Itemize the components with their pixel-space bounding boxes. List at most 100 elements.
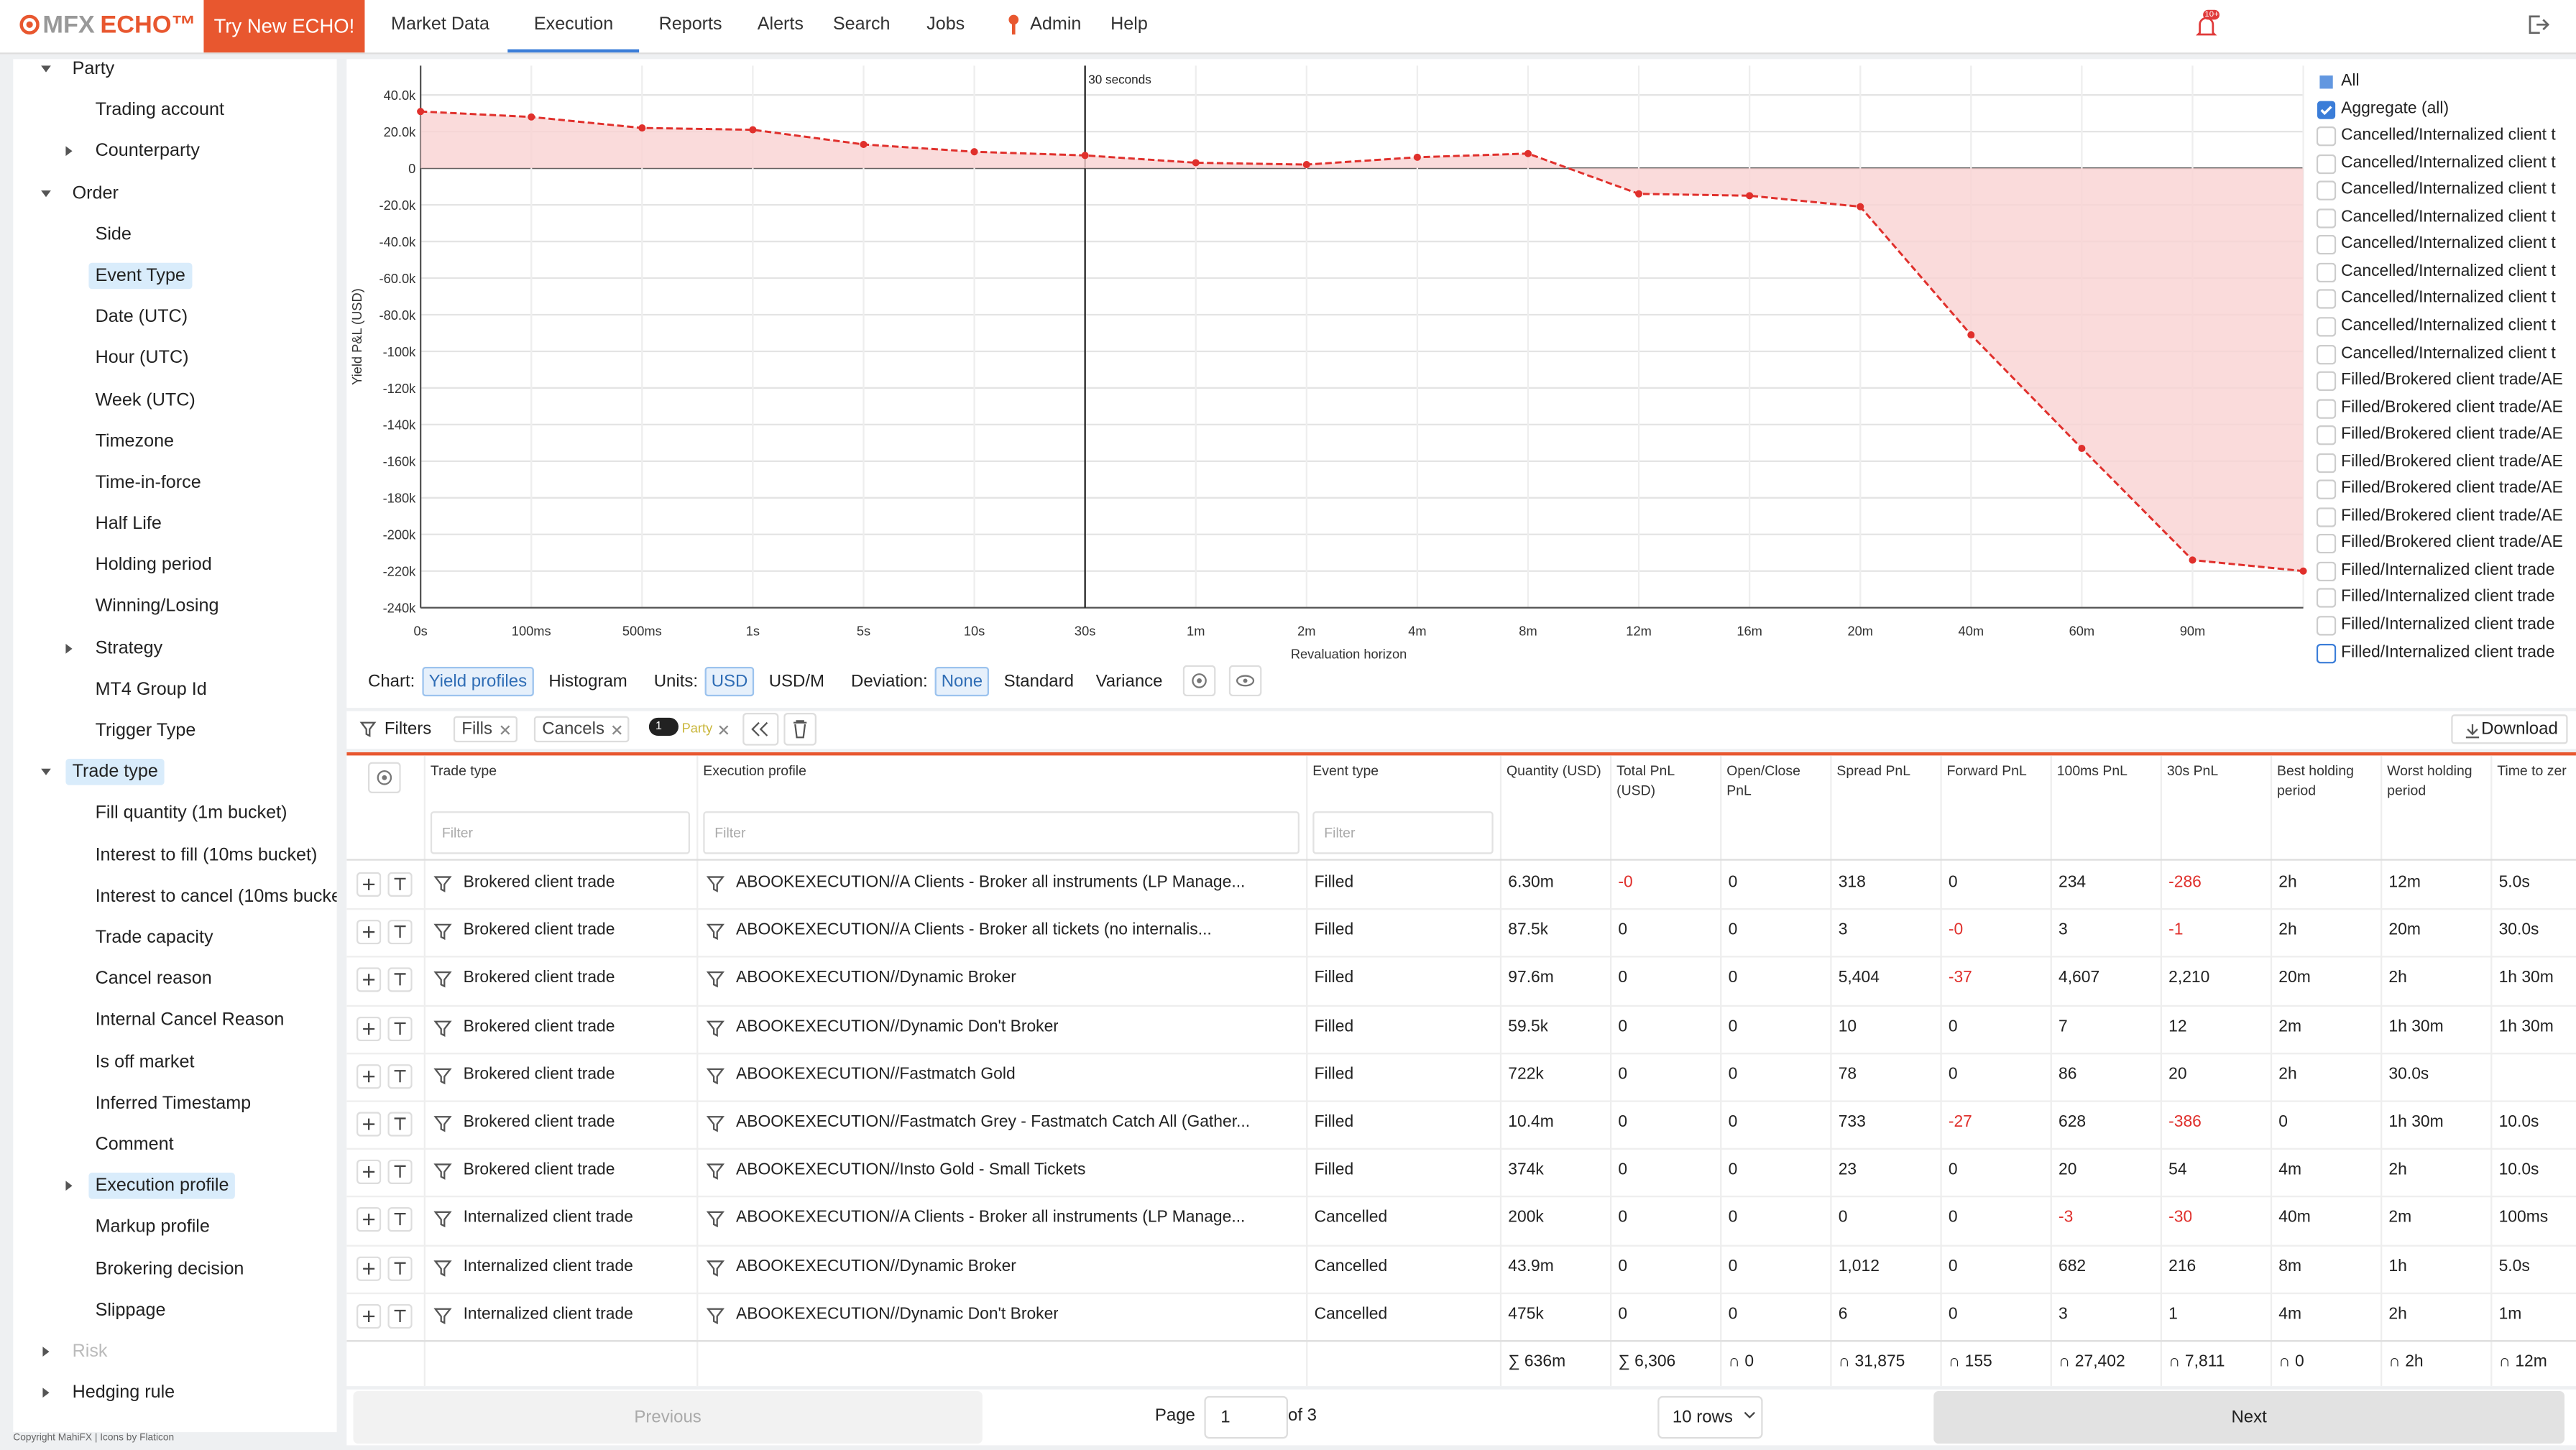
legend-item[interactable]: Cancelled/Internalized client t — [2341, 290, 2556, 308]
legend-checkbox[interactable] — [2316, 208, 2337, 228]
tree-item[interactable]: Slippage — [95, 1300, 166, 1320]
row-filter-icon[interactable] — [433, 1259, 452, 1277]
row-filter-icon[interactable] — [706, 923, 724, 941]
column-header[interactable]: Quantity (USD) — [1506, 762, 1601, 779]
legend-checkbox[interactable] — [2316, 343, 2337, 364]
option-button[interactable]: Standard — [1003, 671, 1074, 692]
legend-item[interactable]: Cancelled/Internalized client t — [2341, 262, 2556, 281]
delete-button[interactable] — [783, 712, 816, 746]
column-header[interactable]: 100ms PnL — [2056, 762, 2128, 779]
legend-item[interactable]: Filled/Brokered client trade/AE — [2341, 507, 2563, 525]
row-filter-icon[interactable] — [433, 1307, 452, 1325]
tree-item[interactable]: Interest to fill (10ms bucket) — [95, 845, 318, 865]
legend-checkbox[interactable] — [2316, 507, 2337, 527]
legend-checkbox[interactable] — [2316, 480, 2337, 500]
tree-toggle[interactable] — [63, 1179, 75, 1192]
column-header[interactable]: Execution profile — [703, 762, 806, 779]
tree-item[interactable]: MT4 Group Id — [95, 679, 207, 700]
expand-button[interactable] — [356, 968, 382, 993]
legend-item[interactable]: Filled/Internalized client trade — [2341, 561, 2555, 580]
legend-item[interactable]: Cancelled/Internalized client t — [2341, 343, 2556, 362]
column-header[interactable]: Event type — [1312, 762, 1379, 779]
expand-button[interactable] — [356, 1063, 382, 1089]
page-input[interactable]: 1 — [1204, 1395, 1288, 1439]
expand-button[interactable] — [356, 1303, 382, 1329]
column-filter[interactable]: Filter — [703, 811, 1300, 854]
option-button[interactable]: Histogram — [548, 671, 627, 692]
row-filter-icon[interactable] — [433, 1067, 452, 1085]
legend-item[interactable]: Cancelled/Internalized client t — [2341, 180, 2556, 199]
tree-toggle[interactable] — [40, 1345, 52, 1358]
pin-button[interactable] — [387, 1160, 413, 1185]
tree-item[interactable]: Trading account — [95, 100, 224, 121]
legend-item[interactable]: Filled/Brokered client trade/AE — [2341, 371, 2563, 389]
tree-item[interactable]: Inferred Timestamp — [95, 1093, 252, 1114]
tree-item[interactable]: Counterparty — [95, 142, 200, 162]
close-icon[interactable] — [611, 724, 622, 736]
tree-item[interactable]: Winning/Losing — [95, 596, 219, 617]
row-filter-icon[interactable] — [706, 1259, 724, 1277]
legend-checkbox[interactable] — [2316, 588, 2337, 609]
tree-item[interactable]: Side — [95, 224, 132, 244]
legend-checkbox[interactable] — [2316, 425, 2337, 445]
legend-checkbox[interactable] — [2316, 180, 2337, 201]
row-filter-icon[interactable] — [433, 1211, 452, 1229]
row-filter-icon[interactable] — [433, 971, 452, 989]
tree-item[interactable]: Hedging rule — [72, 1382, 175, 1403]
tree-item[interactable]: Order — [72, 183, 119, 203]
filter-chip[interactable]: Fills — [453, 716, 518, 743]
pin-button[interactable] — [387, 920, 413, 945]
party-count[interactable]: 1 — [648, 717, 678, 736]
tree-toggle[interactable] — [40, 63, 52, 75]
tree-toggle[interactable] — [40, 1386, 52, 1399]
tree-item[interactable]: Timezone — [95, 431, 175, 451]
party-chip[interactable]: Party — [681, 721, 713, 736]
legend-item[interactable]: All — [2341, 72, 2360, 91]
tree-item[interactable]: Date (UTC) — [95, 307, 188, 328]
nav-item[interactable]: Alerts — [757, 14, 804, 34]
tree-toggle[interactable] — [40, 766, 52, 779]
pin-button[interactable] — [387, 872, 413, 897]
legend-item[interactable]: Cancelled/Internalized client t — [2341, 316, 2556, 336]
filter-chip[interactable]: Cancels — [533, 716, 630, 743]
nav-item[interactable]: Jobs — [926, 14, 965, 34]
legend-item[interactable]: Filled/Brokered client trade/AE — [2341, 425, 2563, 444]
tree-item[interactable]: Party — [72, 59, 115, 79]
legend-item[interactable]: Filled/Brokered client trade/AE — [2341, 453, 2563, 471]
legend-checkbox[interactable] — [2317, 73, 2336, 92]
row-filter-icon[interactable] — [706, 1067, 724, 1085]
next-button[interactable]: Next — [1933, 1390, 2564, 1444]
tree-item[interactable]: Cancel reason — [95, 969, 212, 989]
row-filter-icon[interactable] — [706, 875, 724, 893]
column-header[interactable]: Trade type — [430, 762, 497, 779]
column-header[interactable]: Best holding period — [2276, 762, 2354, 798]
nav-item[interactable]: Execution — [533, 14, 614, 34]
row-filter-icon[interactable] — [706, 1019, 724, 1037]
legend-item[interactable]: Filled/Internalized client trade — [2341, 588, 2555, 607]
pin-button[interactable] — [387, 1207, 413, 1233]
pin-button[interactable] — [387, 1303, 413, 1329]
previous-button[interactable]: Previous — [353, 1390, 983, 1444]
row-filter-icon[interactable] — [706, 971, 724, 989]
legend-checkbox[interactable] — [2316, 290, 2337, 310]
column-filter[interactable]: Filter — [1312, 811, 1494, 854]
option-button[interactable]: USD — [704, 666, 755, 697]
tree-item[interactable]: Is off market — [95, 1052, 195, 1072]
expand-button[interactable] — [356, 1255, 382, 1280]
column-header[interactable]: Total PnL (USD) — [1616, 762, 1675, 798]
nav-item[interactable]: Search — [832, 14, 891, 34]
tree-item[interactable]: Time-in-force — [95, 473, 201, 493]
tree-item[interactable]: Comment — [95, 1135, 174, 1155]
tree-item[interactable]: Trade type — [65, 759, 165, 786]
column-header[interactable]: Forward PnL — [1946, 762, 2027, 779]
column-header[interactable]: Open/Close PnL — [1726, 762, 1800, 798]
tree-item[interactable]: Hour (UTC) — [95, 348, 189, 369]
settings-button[interactable] — [1182, 665, 1216, 697]
legend-item[interactable]: Filled/Internalized client trade — [2341, 616, 2555, 634]
tree-toggle[interactable] — [63, 145, 75, 158]
legend-checkbox[interactable] — [2316, 126, 2337, 147]
pin-button[interactable] — [387, 1063, 413, 1089]
visibility-button[interactable] — [1228, 665, 1262, 697]
tree-item[interactable]: Event Type — [88, 262, 193, 290]
nav-item[interactable]: Admin — [1030, 14, 1082, 34]
